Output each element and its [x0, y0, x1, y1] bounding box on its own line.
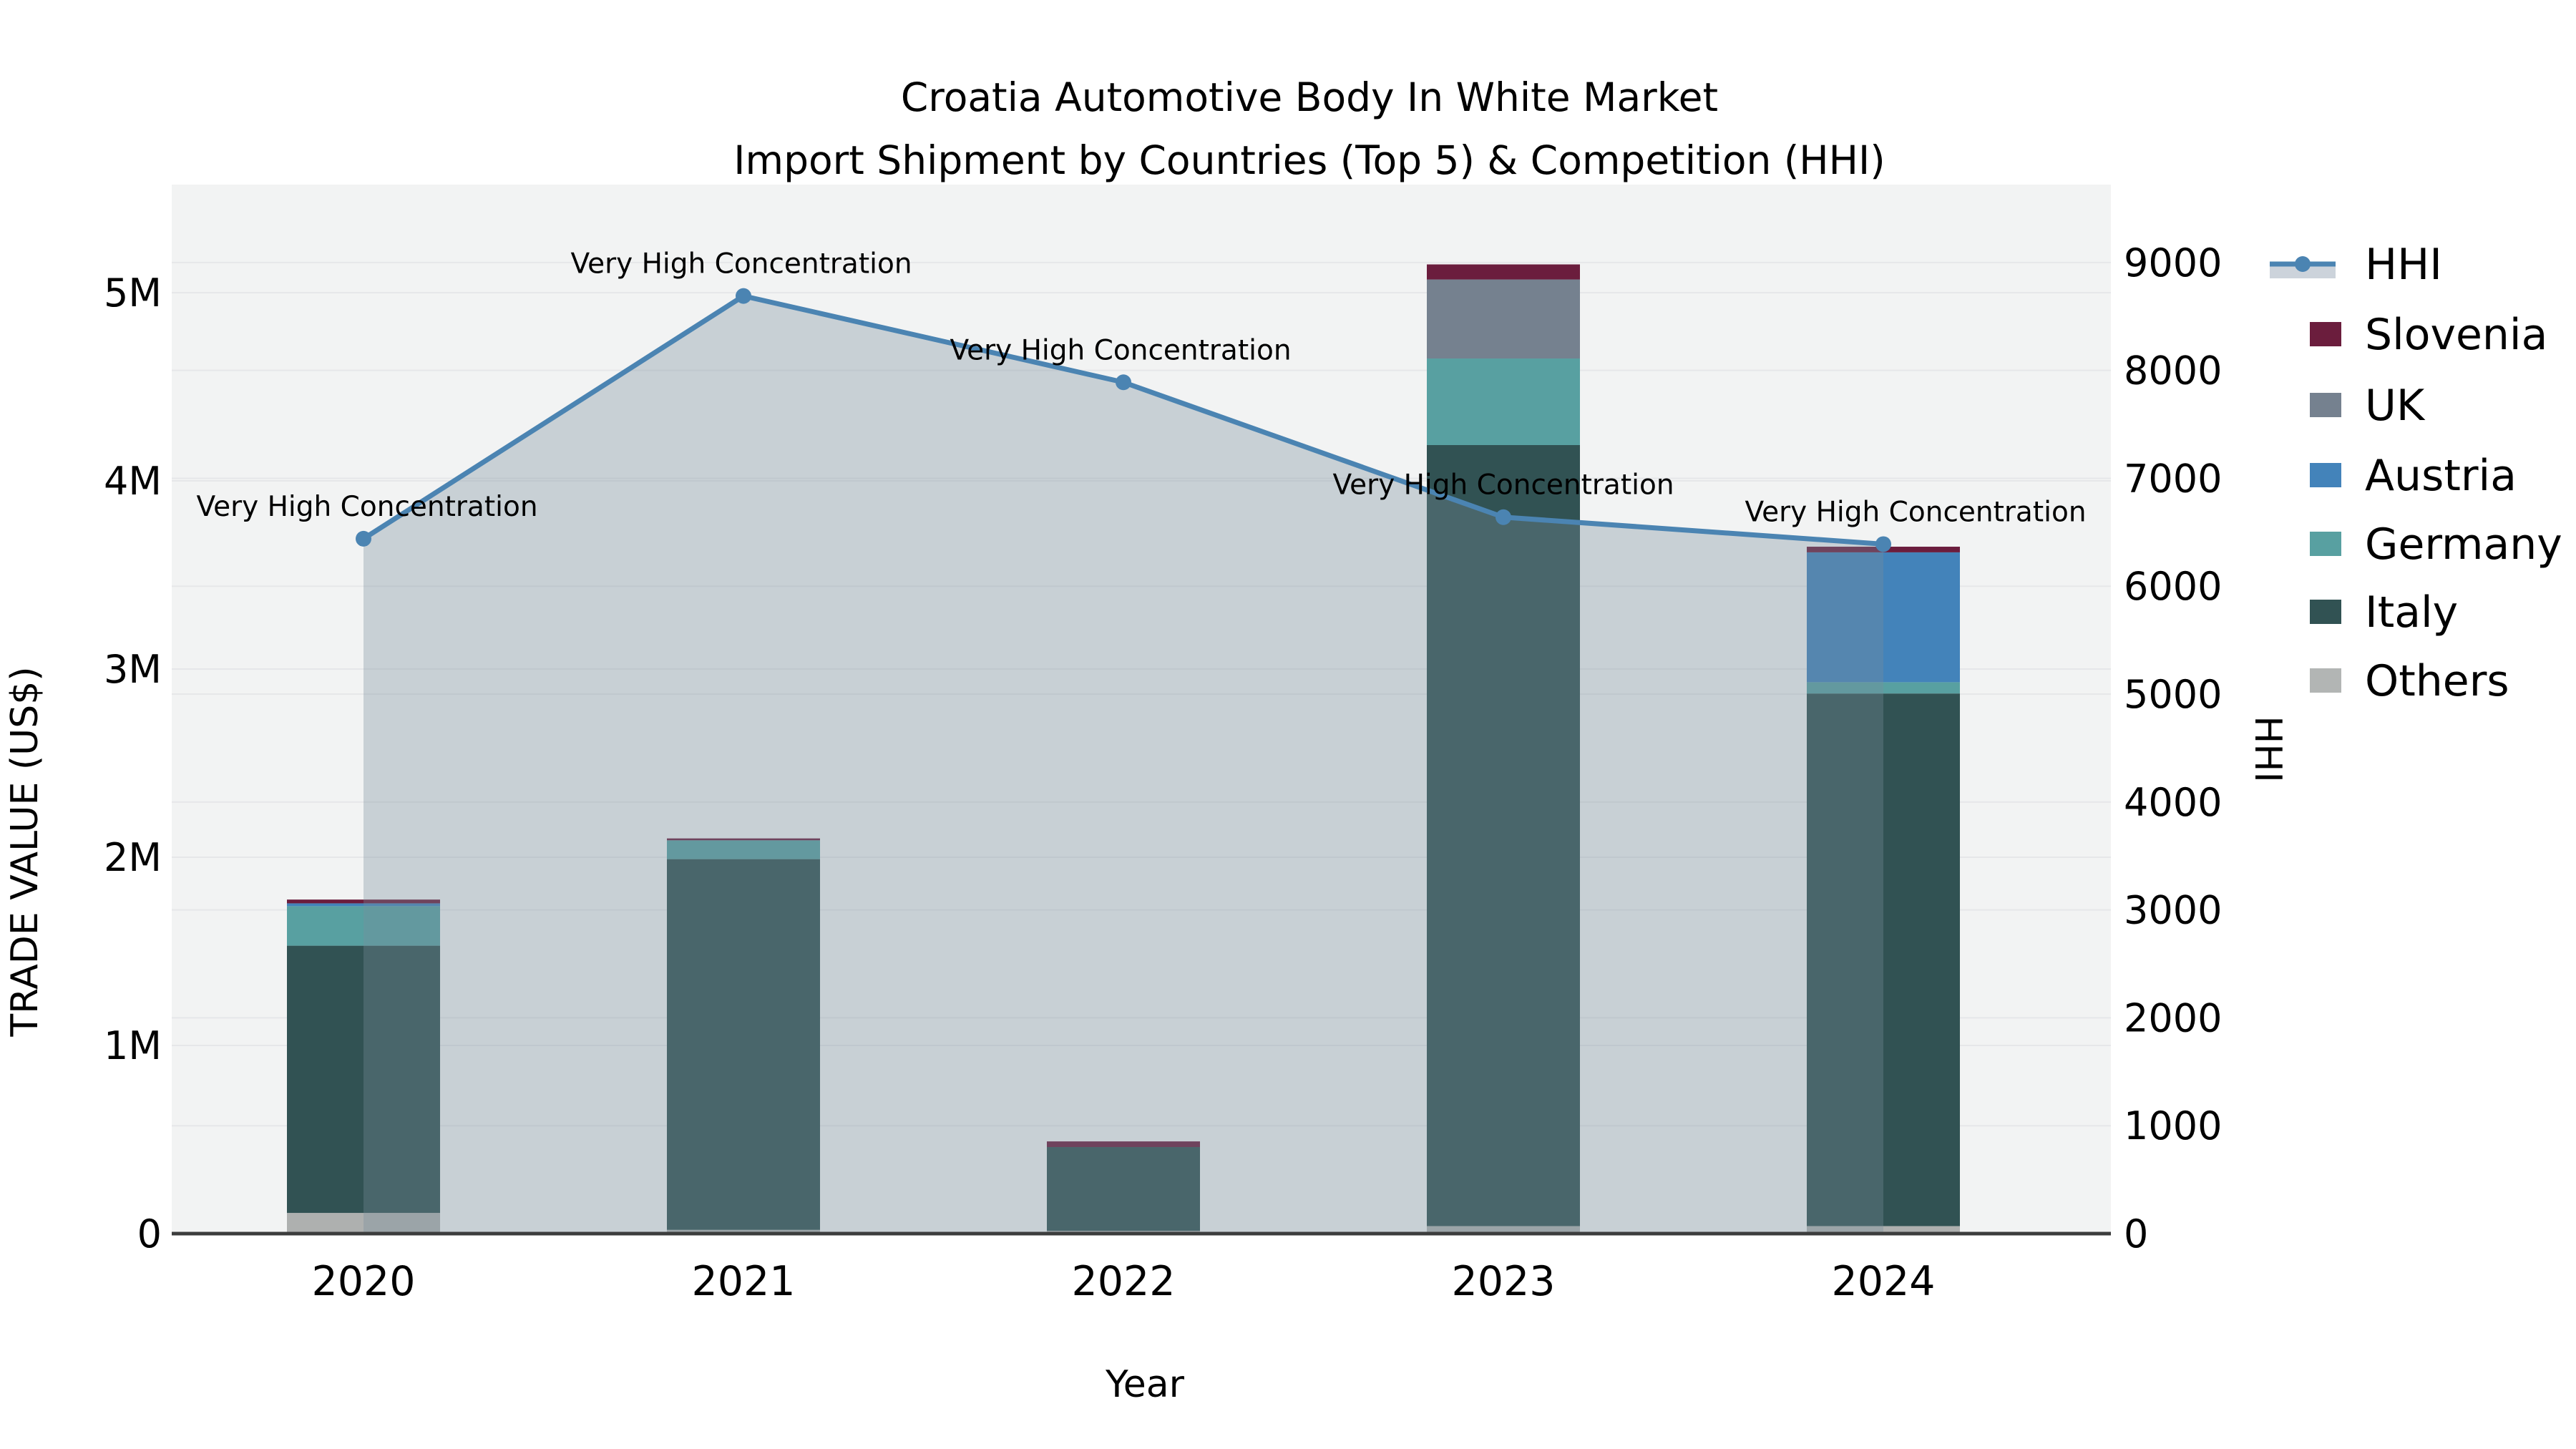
legend-label-others: Others	[2365, 656, 2509, 706]
y-right-tick-0: 0	[2124, 1211, 2148, 1257]
x-tick-2020: 2020	[311, 1258, 415, 1305]
bar-2024-germany	[1807, 682, 1960, 694]
bar-2024-austria	[1807, 552, 1960, 683]
y-right-axis-title: HHI	[2246, 716, 2289, 783]
y-left-tick-5M: 5M	[104, 270, 162, 316]
bar-2020-germany	[287, 906, 440, 946]
bar-2024-italy	[1807, 693, 1960, 1226]
x-tick-2024: 2024	[1831, 1258, 1935, 1305]
legend-swatch-austria	[2310, 463, 2341, 487]
legend-swatch-italy	[2310, 600, 2341, 624]
legend-swatch-uk	[2310, 393, 2341, 417]
plot-area	[172, 185, 2111, 1234]
y-right-tick-7000: 7000	[2124, 456, 2222, 501]
legend-item-uk: UK	[2310, 381, 2426, 431]
legend-item-germany: Germany	[2310, 519, 2562, 570]
y-right-tick-3000: 3000	[2124, 888, 2222, 933]
y-left-axis-title: TRADE VALUE (US$)	[4, 666, 47, 1037]
legend-swatch-slovenia	[2310, 322, 2341, 346]
legend-label-uk: UK	[2365, 381, 2426, 431]
bar-2024-others	[1807, 1226, 1960, 1234]
y-left-tick-0: 0	[137, 1211, 162, 1257]
y-left-tick-2M: 2M	[104, 835, 162, 880]
bar-2020-italy	[287, 945, 440, 1214]
y-right-tick-8000: 8000	[2124, 348, 2222, 394]
legend-item-hhi: HHI	[2270, 240, 2442, 290]
annotation-2024: Very High Concentration	[1745, 496, 2086, 528]
bar-2021-italy	[667, 859, 820, 1230]
y-left-tick-4M: 4M	[104, 459, 162, 504]
hhi-point-2024	[1875, 536, 1891, 552]
hhi-point-2022	[1116, 374, 1131, 391]
bar-2021-germany	[667, 840, 820, 859]
legend-item-austria: Austria	[2310, 451, 2517, 501]
y-right-tick-5000: 5000	[2124, 672, 2222, 717]
legend-item-italy: Italy	[2310, 587, 2458, 638]
y-right-tick-2000: 2000	[2124, 995, 2222, 1040]
bar-2021-slovenia	[667, 838, 820, 841]
bar-2023-uk	[1427, 279, 1580, 359]
y-right-tick-6000: 6000	[2124, 564, 2222, 609]
legend-label-hhi: HHI	[2365, 240, 2442, 290]
bar-2020-slovenia	[287, 899, 440, 904]
bar-2020-others	[287, 1213, 440, 1234]
y-right-tick-9000: 9000	[2124, 240, 2222, 286]
legend-label-slovenia: Slovenia	[2365, 310, 2547, 360]
bar-2023-others	[1427, 1226, 1580, 1234]
bar-2022-italy	[1047, 1147, 1200, 1231]
y-right-tick-1000: 1000	[2124, 1103, 2222, 1148]
bar-2023-slovenia	[1427, 264, 1580, 280]
y-left-tick-1M: 1M	[104, 1023, 162, 1068]
annotation-2023: Very High Concentration	[1332, 469, 1674, 502]
x-tick-2023: 2023	[1451, 1258, 1555, 1305]
chart-subtitle: Import Shipment by Countries (Top 5) & C…	[733, 137, 1885, 183]
x-axis-title: Year	[1105, 1363, 1185, 1406]
legend-swatch-germany	[2310, 532, 2341, 556]
legend-label-germany: Germany	[2365, 519, 2562, 570]
chart-title: Croatia Automotive Body In White Market	[901, 74, 1718, 120]
bar-2023-germany	[1427, 358, 1580, 446]
bar-2023-italy	[1427, 445, 1580, 1226]
annotation-2022: Very High Concentration	[950, 334, 1291, 366]
hhi-point-2021	[736, 288, 751, 304]
bar-2020-austria	[287, 903, 440, 907]
hhi-area-fill	[364, 296, 1883, 1234]
x-tick-2021: 2021	[691, 1258, 795, 1305]
legend-item-slovenia: Slovenia	[2310, 310, 2547, 360]
hhi-point-2023	[1496, 509, 1511, 525]
legend-hhi-marker	[2295, 256, 2311, 272]
legend-label-italy: Italy	[2365, 587, 2458, 638]
x-tick-2022: 2022	[1071, 1258, 1175, 1305]
hhi-point-2020	[356, 530, 371, 547]
y-left-tick-3M: 3M	[104, 647, 162, 692]
bar-2021-others	[667, 1229, 820, 1234]
legend-swatch-others	[2310, 668, 2341, 693]
bar-2022-slovenia	[1047, 1141, 1200, 1148]
annotation-2021: Very High Concentration	[570, 248, 912, 280]
legend-label-austria: Austria	[2365, 451, 2517, 501]
legend-item-others: Others	[2310, 656, 2509, 706]
annotation-2020: Very High Concentration	[196, 491, 537, 523]
y-right-tick-4000: 4000	[2124, 780, 2222, 825]
